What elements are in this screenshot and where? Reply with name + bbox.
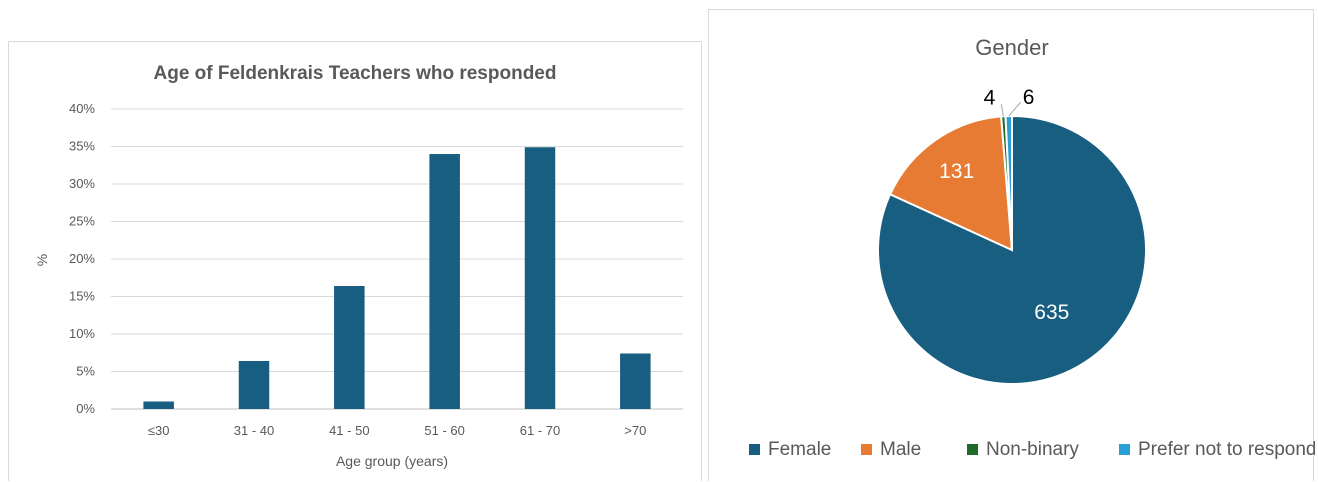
y-tick-label: 15%	[69, 289, 95, 304]
bar-1	[238, 361, 270, 409]
age-bar-chart: Age of Feldenkrais Teachers who responde…	[34, 63, 683, 469]
gender-chart-title: Gender	[975, 35, 1048, 60]
y-tick-label: 25%	[69, 214, 95, 229]
y-axis-label: %	[34, 254, 50, 266]
y-tick-label: 10%	[69, 326, 95, 341]
bar-3	[429, 154, 460, 409]
legend-swatch	[861, 444, 872, 455]
y-tick-label: 5%	[76, 364, 95, 379]
x-tick-label: ≤30	[148, 423, 170, 438]
leader-line	[1000, 104, 1004, 117]
legend-swatch	[749, 444, 760, 455]
x-tick-label: >70	[624, 423, 646, 438]
legend-swatch	[1119, 444, 1130, 455]
legend-label: Non-binary	[986, 439, 1079, 460]
age-chart-title: Age of Feldenkrais Teachers who responde…	[154, 63, 557, 84]
y-tick-label: 20%	[69, 251, 95, 266]
pie-slice-male	[888, 115, 1014, 252]
bar-2	[334, 286, 365, 409]
y-tick-label: 30%	[69, 176, 95, 191]
bar-5	[620, 353, 651, 409]
legend-label: Prefer not to respond	[1138, 439, 1315, 460]
x-tick-label: 51 - 60	[424, 423, 464, 438]
age-chart-panel: Age of Feldenkrais Teachers who responde…	[8, 41, 702, 481]
y-tick-label: 40%	[69, 101, 95, 116]
gender-chart-panel: Gender 635 131 4 6 Female Male Non-binary Pref…	[708, 9, 1315, 481]
gender-pie-chart: Gender 635 131 4 6 Female Male Non-binary Pref…	[749, 35, 1315, 460]
x-tick-label: 61 - 70	[520, 423, 560, 438]
slice-label-non-binary: 4	[984, 86, 996, 109]
y-tick-label: 0%	[76, 401, 95, 416]
x-axis-label: Age group (years)	[336, 453, 448, 469]
x-tick-label: 41 - 50	[329, 423, 369, 438]
slice-label-male: 131	[939, 160, 974, 183]
slice-label-prefer-not-to-respond: 6	[1023, 86, 1035, 109]
legend-swatch	[967, 444, 978, 455]
bar-4	[524, 147, 556, 409]
slice-label-female: 635	[1034, 301, 1069, 324]
leader-line	[1008, 101, 1022, 117]
legend-label: Female	[768, 439, 831, 460]
x-tick-label: 31 - 40	[234, 423, 274, 438]
y-tick-label: 35%	[69, 139, 95, 154]
bar-0	[143, 401, 174, 409]
legend-label: Male	[880, 439, 921, 460]
